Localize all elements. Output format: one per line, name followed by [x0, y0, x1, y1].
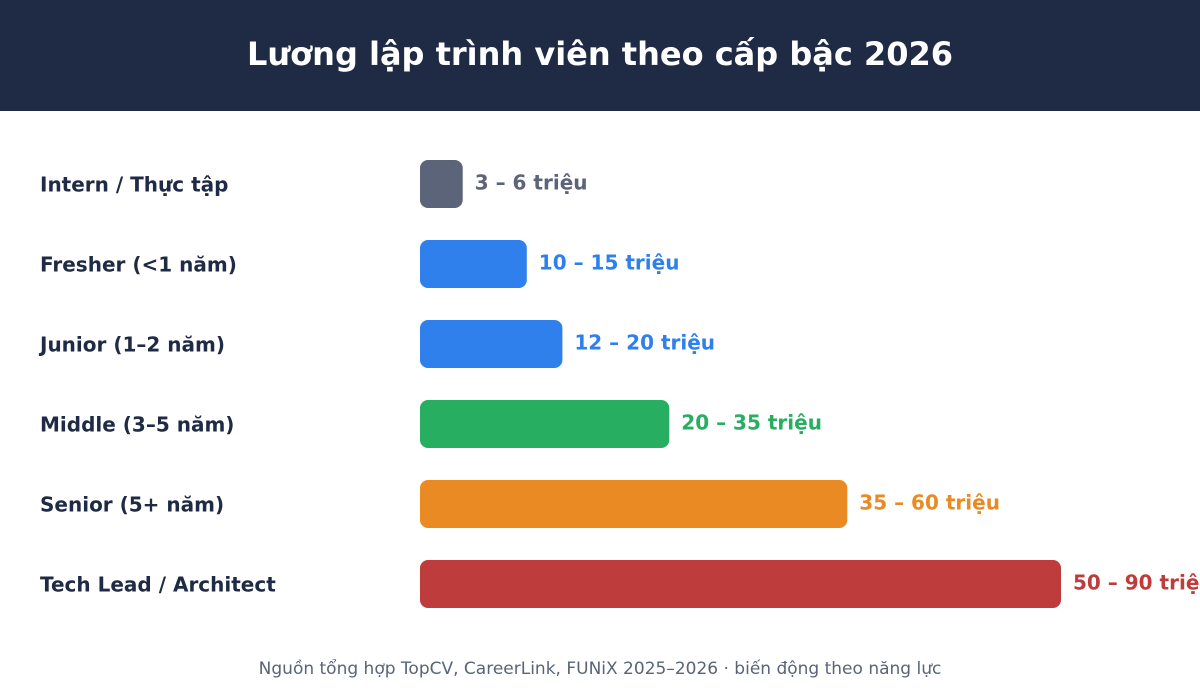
category-label: Tech Lead / Architect	[40, 573, 276, 597]
bar	[420, 560, 1061, 608]
bar	[420, 160, 463, 208]
bar	[420, 400, 670, 448]
data-label: 10 – 15 triệu	[539, 251, 680, 275]
bar	[420, 320, 563, 368]
source-note: Nguồn tổng hợp TopCV, CareerLink, FUNiX …	[258, 659, 942, 679]
category-label: Junior (1–2 năm)	[38, 333, 225, 357]
bar	[420, 480, 848, 528]
data-label: 20 – 35 triệu	[681, 411, 822, 435]
data-label: 50 – 90 triệu	[1073, 571, 1200, 595]
chart-title: Lương lập trình viên theo cấp bậc 2026	[247, 35, 953, 73]
bar-chart: Intern / Thực tập 3 – 6 triệu Fresher (<1 …	[38, 160, 1200, 608]
bar	[420, 240, 527, 288]
category-label: Middle (3–5 năm)	[40, 413, 234, 437]
category-label: Fresher (<1 năm)	[40, 253, 237, 277]
data-label: 35 – 60 triệu	[859, 491, 1000, 515]
category-label: Intern / Thực tập	[40, 173, 228, 197]
category-label: Senior (5+ năm)	[40, 493, 224, 517]
chart-header: Lương lập trình viên theo cấp bậc 2026	[0, 0, 1200, 111]
data-label: 3 – 6 triệu	[475, 171, 588, 195]
data-label: 12 – 20 triệu	[574, 331, 715, 355]
